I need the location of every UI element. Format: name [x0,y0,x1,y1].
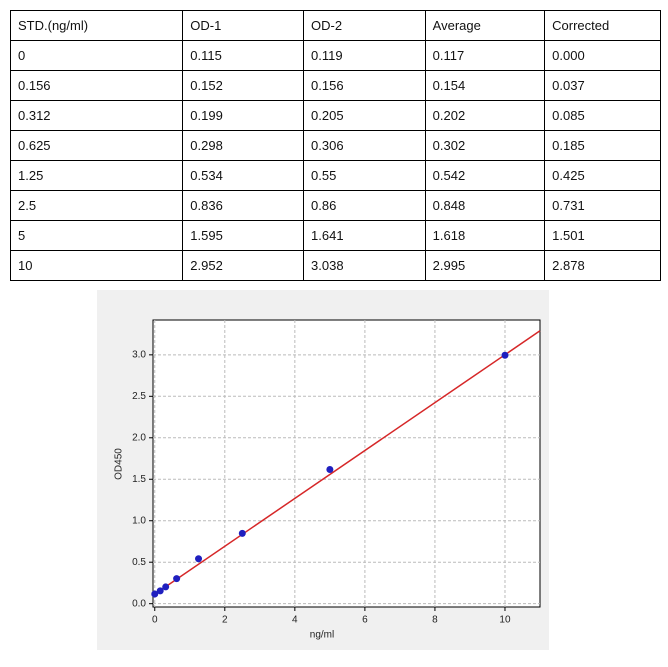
table-cell: 0.000 [544,40,661,71]
table-cell: 0.425 [544,160,661,191]
y-tick-label: 1.0 [132,515,146,526]
x-tick-label: 4 [292,615,298,626]
table-cell: 0.534 [182,160,305,191]
table-row: 5 1.595 1.641 1.618 1.501 [9,220,661,251]
chart: ng/ml OD450 0.0 0.5 1.0 1.5 2.0 2.5 3.0 0 2 4 6 8 10 [97,290,549,650]
table-cell: 2.995 [424,250,546,281]
data-point [156,587,164,595]
table-row: 1.25 0.534 0.55 0.542 0.425 [9,160,661,191]
table-cell: 0 [9,40,184,71]
x-tick-label: 0 [152,615,158,626]
table-cell: 0.836 [182,190,305,221]
x-tick-label: 6 [362,615,368,626]
table-cell: STD.(ng/ml) [9,10,184,41]
table-cell: 0.156 [9,70,184,101]
table-row: 0 0.115 0.119 0.117 0.000 [9,40,661,71]
y-axis-label: OD450 [114,448,125,480]
fit-line [152,330,541,597]
table-cell: 0.154 [424,70,546,101]
data-point [173,575,181,583]
y-tick-label: 0.0 [132,598,146,609]
table-cell: 5 [9,220,184,251]
table-cell: 1.25 [9,160,184,191]
y-tick-label: 2.5 [132,391,146,402]
table-cell: 0.205 [303,100,426,131]
y-tick-label: 2.0 [132,432,146,443]
table-cell: 0.152 [182,70,305,101]
table-cell: OD-1 [182,10,305,41]
table-cell: 10 [9,250,184,281]
data-table: STD.(ng/ml) OD-1 OD-2 Average Corrected 0 0.11… [9,10,661,281]
y-tick-label: 1.5 [132,474,146,485]
data-point [195,555,203,563]
table-cell: 0.185 [544,130,661,161]
table-row: 10 2.952 3.038 2.995 2.878 [9,250,661,281]
table-cell: 2.952 [182,250,305,281]
x-tick-label: 8 [432,615,438,626]
table-cell: 0.156 [303,70,426,101]
data-point [326,465,334,473]
data-point [162,583,170,591]
table-cell: 0.085 [544,100,661,131]
table-cell: 0.119 [303,40,426,71]
table-cell: 0.037 [544,70,661,101]
x-axis-label: ng/ml [310,630,334,641]
table-cell: Corrected [544,10,661,41]
table-header-row: STD.(ng/ml) OD-1 OD-2 Average Corrected [9,10,661,41]
data-point [151,590,159,598]
table-cell: 2.5 [9,190,184,221]
y-tick-label: 3.0 [132,349,146,360]
table-cell: 0.86 [303,190,426,221]
table-cell: 0.115 [182,40,305,71]
table-row: 0.312 0.199 0.205 0.202 0.085 [9,100,661,131]
table-cell: 1.641 [303,220,426,251]
table-cell: Average [424,10,546,41]
table-cell: 0.731 [544,190,661,221]
table-cell: 0.117 [424,40,546,71]
x-tick-label: 2 [222,615,228,626]
table-cell: 0.202 [424,100,546,131]
table-cell: 1.618 [424,220,546,251]
data-point [238,529,246,537]
table-cell: 0.55 [303,160,426,191]
table-row: 0.156 0.152 0.156 0.154 0.037 [9,70,661,101]
table-row: 0.625 0.298 0.306 0.302 0.185 [9,130,661,161]
table-cell: 3.038 [303,250,426,281]
table-cell: 0.298 [182,130,305,161]
table-cell: 0.848 [424,190,546,221]
table-cell: 0.625 [9,130,184,161]
table-cell: 1.595 [182,220,305,251]
table-cell: OD-2 [303,10,426,41]
table-row: 2.5 0.836 0.86 0.848 0.731 [9,190,661,221]
x-tick-label: 10 [499,615,511,626]
table-cell: 1.501 [544,220,661,251]
table-cell: 0.302 [424,130,546,161]
table-cell: 0.312 [9,100,184,131]
table-cell: 0.542 [424,160,546,191]
data-point [501,351,509,359]
y-tick-label: 0.5 [132,557,146,568]
table-cell: 0.199 [182,100,305,131]
table-cell: 2.878 [544,250,661,281]
table-cell: 0.306 [303,130,426,161]
